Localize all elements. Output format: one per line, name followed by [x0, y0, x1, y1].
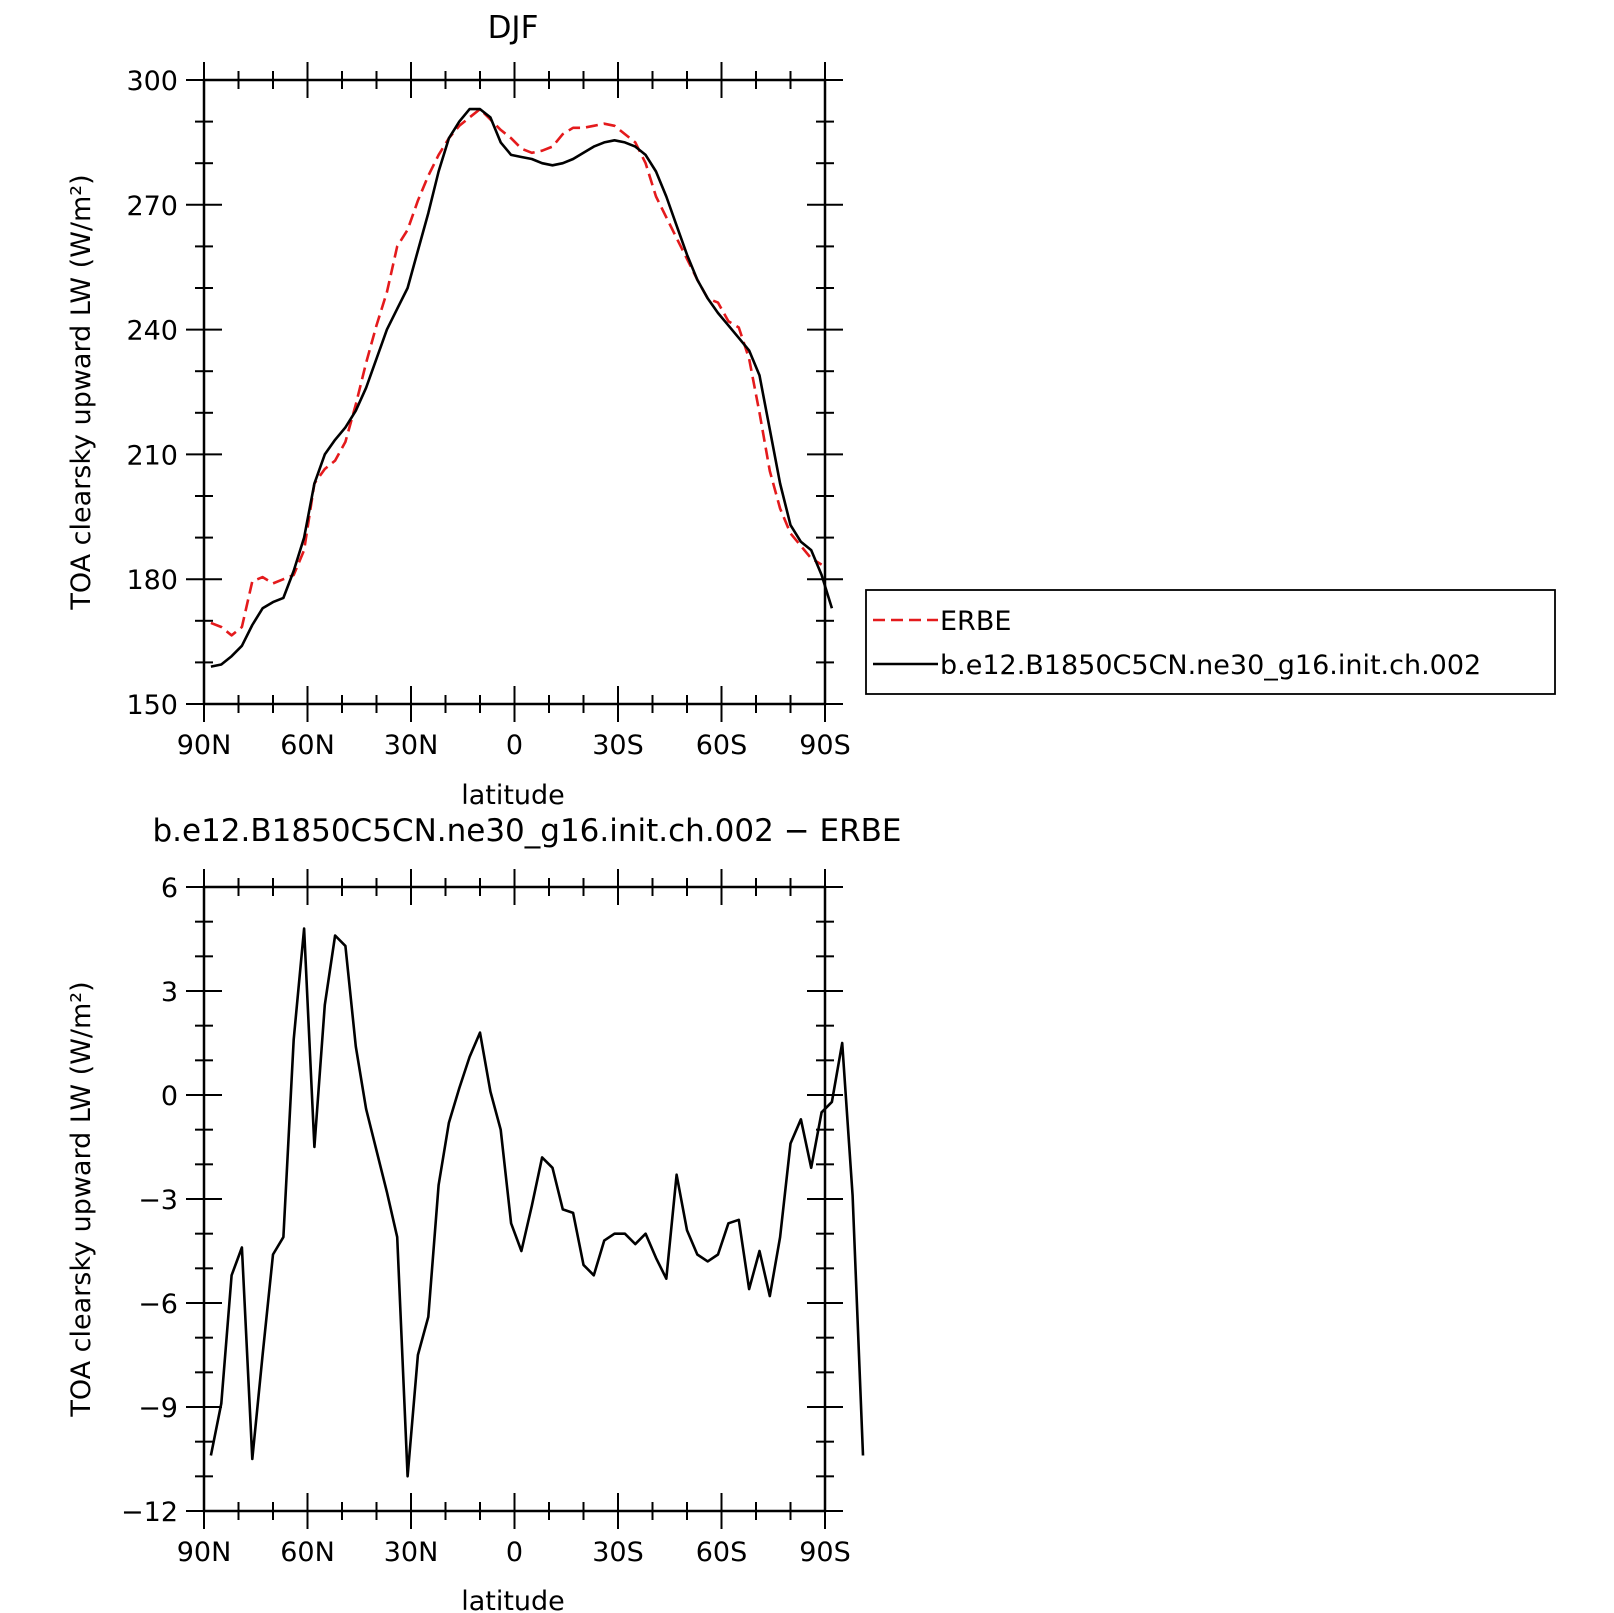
top-x-tick-label: 90S	[799, 730, 851, 761]
bottom-x-tick-label: 90N	[177, 1537, 232, 1568]
top-x-tick-label: 30N	[384, 730, 439, 761]
bottom-y-tick-label: 0	[161, 1081, 178, 1112]
top-y-tick-label: 300	[126, 66, 178, 97]
top-y-tick-label: 180	[126, 565, 178, 596]
top-x-tick-label: 60S	[696, 730, 748, 761]
bottom-x-tick-label: 60N	[280, 1537, 335, 1568]
panel-top-zonal-mean: DJF 90N 60N 30N 0 30S 60S 90S 150 180 210 240 270 30…	[66, 10, 851, 811]
top-series-lines	[210, 107, 834, 668]
bottom-x-tick-label: 30N	[384, 1537, 439, 1568]
top-y-axis-label: TOA clearsky upward LW (W/m²)	[66, 174, 97, 610]
top-axis-ticks: 90N 60N 30N 0 30S 60S 90S 150 180 210 240 270 300	[126, 62, 851, 761]
bottom-y-axis-label: TOA clearsky upward LW (W/m²)	[66, 981, 97, 1417]
bottom-axis-ticks: 90N 60N 30N 0 30S 60S 90S −12 −9 −6 −3 0 3 6	[121, 869, 851, 1568]
panel-bottom-difference: b.e12.B1850C5CN.ne30_g16.init.ch.002 − E…	[66, 813, 902, 1613]
top-x-tick-label: 90N	[177, 730, 232, 761]
bottom-plot-frame	[202, 885, 827, 1513]
top-y-tick-label: 240	[126, 316, 178, 347]
bottom-y-tick-label: −9	[138, 1393, 178, 1424]
top-x-tick-label: 30S	[592, 730, 644, 761]
top-x-axis-label: latitude	[461, 780, 565, 811]
top-chart-title: DJF	[488, 10, 539, 46]
bottom-x-tick-label: 0	[506, 1537, 523, 1568]
bottom-chart-title: b.e12.B1850C5CN.ne30_g16.init.ch.002 − E…	[152, 813, 901, 849]
bottom-series-lines	[209, 927, 865, 1478]
legend-label-erbe: ERBE	[940, 606, 1011, 637]
bottom-series-line-0	[209, 927, 865, 1478]
top-y-tick-label: 210	[126, 440, 178, 471]
bottom-x-axis-label: latitude	[461, 1586, 565, 1613]
bottom-x-tick-label: 30S	[592, 1537, 644, 1568]
top-plot-frame	[202, 78, 827, 706]
bottom-y-tick-label: −12	[121, 1497, 178, 1528]
top-x-tick-label: 60N	[280, 730, 335, 761]
bottom-y-tick-label: −6	[138, 1289, 178, 1320]
legend-label-model: b.e12.B1850C5CN.ne30_g16.init.ch.002	[940, 650, 1481, 681]
top-x-tick-label: 0	[506, 730, 523, 761]
top-series-line-1	[210, 107, 834, 668]
bottom-y-tick-label: −3	[138, 1185, 178, 1216]
bottom-y-tick-label: 3	[161, 977, 178, 1008]
bottom-x-tick-label: 90S	[799, 1537, 851, 1568]
legend-box	[865, 589, 1556, 695]
legend: ERBE b.e12.B1850C5CN.ne30_g16.init.ch.00…	[865, 589, 1556, 695]
top-series-line-0	[210, 107, 823, 637]
bottom-x-tick-label: 60S	[696, 1537, 748, 1568]
top-y-tick-label: 270	[126, 191, 178, 222]
top-y-tick-label: 150	[126, 690, 178, 721]
bottom-y-tick-label: 6	[161, 873, 178, 904]
